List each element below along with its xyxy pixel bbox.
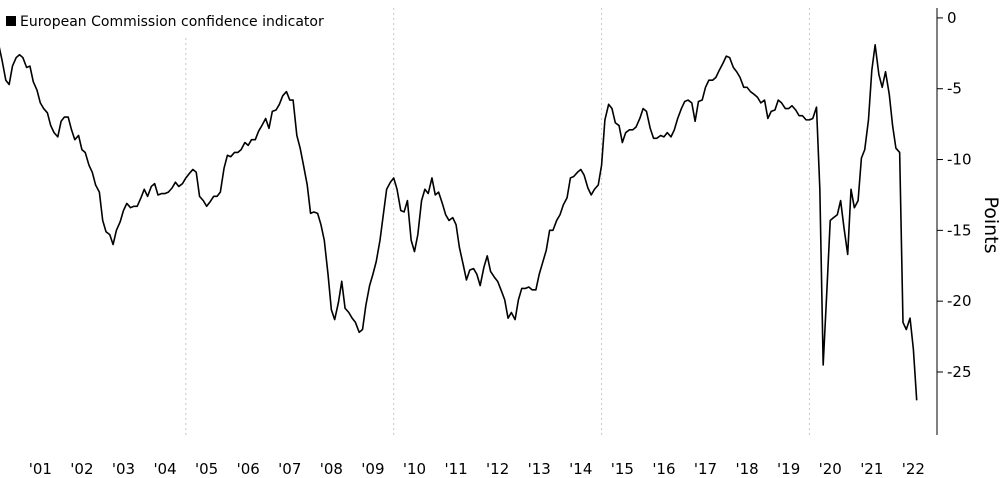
legend-label: European Commission confidence indicator [20, 14, 324, 30]
x-tick-label: '20 [819, 460, 842, 478]
legend-box [0, 5, 330, 37]
x-tick-label: '08 [320, 460, 343, 478]
y-tick-label: -10 [947, 151, 972, 169]
x-tick-label: '09 [361, 460, 384, 478]
x-tick-label: '01 [29, 460, 52, 478]
y-tick-label: -15 [947, 221, 972, 239]
x-tick-label: '15 [611, 460, 634, 478]
x-tick-label: '22 [902, 460, 925, 478]
x-tick-label: '07 [278, 460, 301, 478]
series-line [0, 44, 918, 401]
x-tick-label: '16 [652, 460, 675, 478]
x-tick-label: '21 [860, 460, 883, 478]
x-tick-label: '11 [444, 460, 467, 478]
x-tick-label: '05 [195, 460, 218, 478]
y-tick-label: -25 [947, 363, 972, 381]
legend-swatch [6, 16, 16, 26]
legend: European Commission confidence indicator [0, 5, 330, 37]
x-tick-label: '19 [777, 460, 800, 478]
x-tick-label: '13 [528, 460, 551, 478]
x-tick-label: '17 [694, 460, 717, 478]
x-tick-label: '12 [486, 460, 509, 478]
x-tick-label: '18 [735, 460, 758, 478]
y-tick-label: -20 [947, 292, 972, 310]
x-tick-label: '04 [153, 460, 176, 478]
y-tick-label: -5 [947, 80, 962, 98]
x-tick-label: '02 [70, 460, 93, 478]
y-tick-label: 0 [947, 9, 957, 27]
x-tick-label: '06 [237, 460, 260, 478]
y-axis-label: Points [980, 196, 1002, 253]
x-tick-label: '14 [569, 460, 592, 478]
x-tick-label: '10 [403, 460, 426, 478]
x-tick-label: '03 [112, 460, 135, 478]
